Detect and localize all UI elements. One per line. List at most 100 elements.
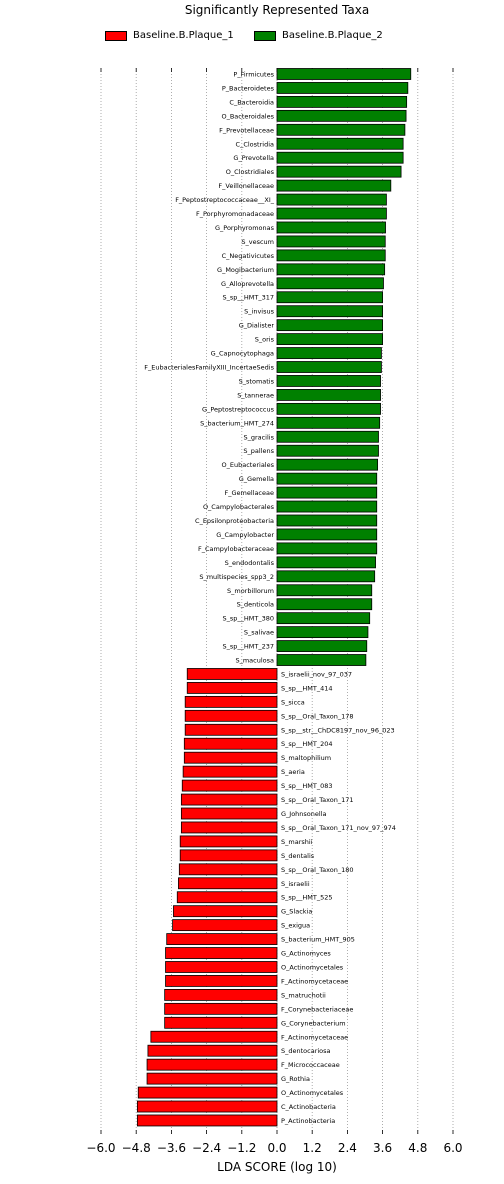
bar-label: G_Porphyromonas xyxy=(215,224,275,232)
bar-label: P_Actinobacteria xyxy=(281,1117,335,1125)
bar xyxy=(184,723,278,736)
bar xyxy=(276,333,383,346)
bar xyxy=(182,765,278,778)
bar-label: G_Gemella xyxy=(239,475,274,483)
bar-label: O_Clostridiales xyxy=(226,168,275,176)
bar xyxy=(276,263,386,276)
bar xyxy=(276,584,373,597)
bar-label: S_sp__HMT_414 xyxy=(281,684,333,692)
bar-label: F_Peptostreptococcaceae__XI_ xyxy=(175,196,275,204)
bar-label: G_Alloprevotella xyxy=(221,280,274,288)
bar-label: S_dentocariosa xyxy=(281,1047,331,1055)
bar xyxy=(276,612,371,625)
bar-label: S_pallens xyxy=(243,447,274,455)
bar-label: S_tannerae xyxy=(237,391,274,399)
bar xyxy=(276,291,383,304)
bar xyxy=(183,737,278,750)
bar-label: G_Slackia xyxy=(281,908,312,916)
bar-label: F_EubacterialesFamilyXIII_IncertaeSedis xyxy=(144,364,274,372)
bar-label: S_sp__HMT_525 xyxy=(281,894,333,902)
x-tick-label: −1.2 xyxy=(227,1141,256,1155)
legend-item-plaque-2: Baseline.B.Plaque_2 xyxy=(254,30,383,41)
bar xyxy=(276,626,369,639)
bar xyxy=(276,277,384,290)
bar xyxy=(183,751,278,764)
bar-label: S_bacterium_HMT_905 xyxy=(281,936,355,944)
bar-label: S_sp__Oral_Taxon_171_nov_97_974 xyxy=(281,824,396,832)
legend-item-plaque-1: Baseline.B.Plaque_1 xyxy=(105,30,234,41)
bar-label: F_Veillonellaceae xyxy=(218,182,274,190)
bar xyxy=(178,863,278,876)
bar xyxy=(179,835,278,848)
bar-label: S_israelii xyxy=(281,880,310,888)
bar-label: O_Bacteroidales xyxy=(221,112,274,120)
bar xyxy=(184,709,278,722)
legend-swatch-plaque-1 xyxy=(105,30,127,41)
x-tick-label: −4.8 xyxy=(122,1141,151,1155)
bar-label: S_endodontalis xyxy=(225,559,275,567)
bar-label: F_Actinomycetaceae xyxy=(281,1033,348,1041)
bar-label: C_Actinobacteria xyxy=(281,1103,336,1111)
legend-label-plaque-1: Baseline.B.Plaque_1 xyxy=(133,30,234,41)
bar xyxy=(276,640,368,652)
bar-label: G_Capnocytophaga xyxy=(211,350,274,358)
bar xyxy=(276,82,409,94)
bar-label: S_vescum xyxy=(241,238,274,246)
chart-title: Significantly Represented Taxa xyxy=(184,3,370,17)
bar xyxy=(276,235,386,248)
chart-legend: Baseline.B.Plaque_1 Baseline.B.Plaque_2 xyxy=(0,30,504,46)
bar xyxy=(276,165,402,178)
bar-label: S_aeria xyxy=(281,768,305,776)
bar-label: S_sp__str__ChDC8197_nov_96_023 xyxy=(281,726,395,734)
bar-label: S_invisus xyxy=(244,308,274,316)
bar-label: F_Gemellaceae xyxy=(224,489,274,497)
bar xyxy=(276,570,376,583)
x-tick-label: −3.6 xyxy=(157,1141,186,1155)
bar-label: F_Porphyromonadaceae xyxy=(196,210,274,218)
bar xyxy=(276,430,379,443)
bar-label: O_Actinomycetales xyxy=(281,963,344,971)
bar-label: G_Johnsonella xyxy=(281,810,327,818)
bar xyxy=(137,1086,278,1099)
bar-label: G_Corynebacterium xyxy=(281,1019,346,1027)
x-tick-label: 6.0 xyxy=(443,1141,462,1155)
bar xyxy=(165,961,278,973)
bar-label: G_Actinomyces xyxy=(281,950,331,958)
bar xyxy=(165,975,278,987)
x-tick-label: −6.0 xyxy=(86,1141,115,1155)
legend-label-plaque-2: Baseline.B.Plaque_2 xyxy=(282,30,383,41)
bar-label: F_Actinomycetaceae xyxy=(281,977,348,985)
bar xyxy=(146,1072,278,1085)
bar xyxy=(276,458,379,471)
bar-label: S_maltophilium xyxy=(281,754,331,762)
bar xyxy=(165,947,278,959)
x-tick-label: −2.4 xyxy=(192,1141,221,1155)
x-tick-label: 4.8 xyxy=(408,1141,427,1155)
bar xyxy=(276,375,381,387)
x-tick-label: 0.0 xyxy=(267,1141,286,1155)
bar-label: F_Prevotellaceae xyxy=(219,126,274,134)
bar xyxy=(176,891,278,904)
bar-label: S_sp__Oral_Taxon_178 xyxy=(281,712,354,720)
bar xyxy=(276,402,381,415)
bar-label: P_Firmicutes xyxy=(233,71,274,79)
bar-label: P_Bacteroidetes xyxy=(222,84,275,92)
bar xyxy=(147,1044,278,1057)
bar-label: C_Bacteroidia xyxy=(229,98,274,106)
bar xyxy=(276,109,407,122)
bar xyxy=(164,1016,278,1029)
bar-label: S_marshii xyxy=(281,838,313,846)
x-axis-label: LDA SCORE (log 10) xyxy=(217,1160,337,1174)
bar-label: S_maculosa xyxy=(235,657,274,665)
bar xyxy=(179,849,278,862)
bar xyxy=(276,542,378,555)
bar xyxy=(166,933,278,945)
bar-label: S_denticola xyxy=(237,601,274,609)
legend-swatch-plaque-2 xyxy=(254,30,276,41)
bar xyxy=(164,988,278,1001)
bar-label: S_sicca xyxy=(281,698,305,706)
bar xyxy=(276,319,383,332)
bar xyxy=(180,807,278,820)
bar-label: S_sp__Oral_Taxon_171 xyxy=(281,796,354,804)
